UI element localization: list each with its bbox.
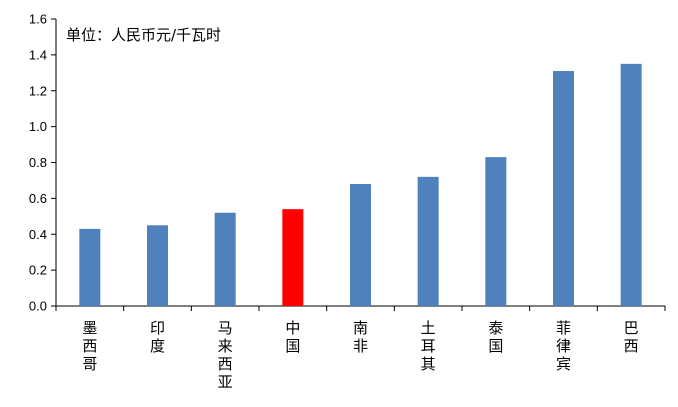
y-tick-label: 0.8 <box>29 155 47 170</box>
x-category-label: 巴西 <box>624 319 639 355</box>
bar <box>214 212 236 306</box>
x-category-label-char: 度 <box>150 337 165 355</box>
x-category-label-char: 马 <box>218 319 233 337</box>
bar <box>620 63 642 306</box>
x-category-label: 马来西亚 <box>218 319 233 391</box>
x-category-label-char: 西 <box>82 337 97 355</box>
x-category-label-char: 西 <box>624 337 639 355</box>
x-category-label-char: 菲 <box>556 319 571 337</box>
x-category-label: 菲律宾 <box>556 319 571 373</box>
x-category-label-char: 宾 <box>556 355 571 373</box>
x-category-label-char: 中 <box>285 319 300 337</box>
y-tick-label: 0.4 <box>29 227 47 242</box>
bar <box>79 228 101 306</box>
x-category-label: 墨西哥 <box>82 319 97 373</box>
x-category-label: 土耳其 <box>421 319 436 373</box>
x-category-label-char: 墨 <box>82 319 97 337</box>
x-category-label: 泰国 <box>488 319 503 355</box>
bar <box>417 176 439 306</box>
y-tick-label: 0.2 <box>29 263 47 278</box>
y-tick-label: 1.6 <box>29 12 47 27</box>
x-category-label-char: 亚 <box>218 373 233 391</box>
bar <box>147 225 168 306</box>
x-category-label-char: 非 <box>353 337 368 355</box>
y-tick-label: 0.0 <box>29 299 47 314</box>
x-category-label-char: 土 <box>421 319 436 337</box>
x-category-label-char: 国 <box>488 337 503 355</box>
unit-label: 单位：人民币元/千瓦时 <box>66 26 221 44</box>
bar <box>485 157 507 306</box>
bar <box>350 184 371 306</box>
y-ticks: 0.0 0.2 0.4 0.6 0.8 1.0 1.2 1.4 1.6 <box>29 12 56 314</box>
y-tick-label: 1.0 <box>29 119 47 134</box>
x-category-label-char: 西 <box>218 355 233 373</box>
x-category-label-char: 巴 <box>624 319 639 337</box>
x-category-label-char: 其 <box>421 355 436 373</box>
x-category-label-char: 耳 <box>421 337 436 355</box>
bar <box>553 71 574 306</box>
x-category-label-char: 来 <box>218 337 233 355</box>
x-category-label-char: 泰 <box>488 319 503 337</box>
x-category-label-char: 印 <box>150 319 165 337</box>
y-tick-label: 1.2 <box>29 83 47 98</box>
bar <box>282 209 304 306</box>
x-category-label: 中国 <box>285 319 300 355</box>
x-category-label-char: 哥 <box>82 355 97 373</box>
x-category-label: 南非 <box>353 319 368 355</box>
x-category-label-char: 南 <box>353 319 368 337</box>
x-category-label-char: 律 <box>556 337 571 355</box>
x-category-label-char: 国 <box>285 337 300 355</box>
y-tick-label: 0.6 <box>29 191 47 206</box>
bars <box>79 63 642 306</box>
x-category-label: 印度 <box>150 319 165 355</box>
y-tick-label: 1.4 <box>29 47 47 62</box>
